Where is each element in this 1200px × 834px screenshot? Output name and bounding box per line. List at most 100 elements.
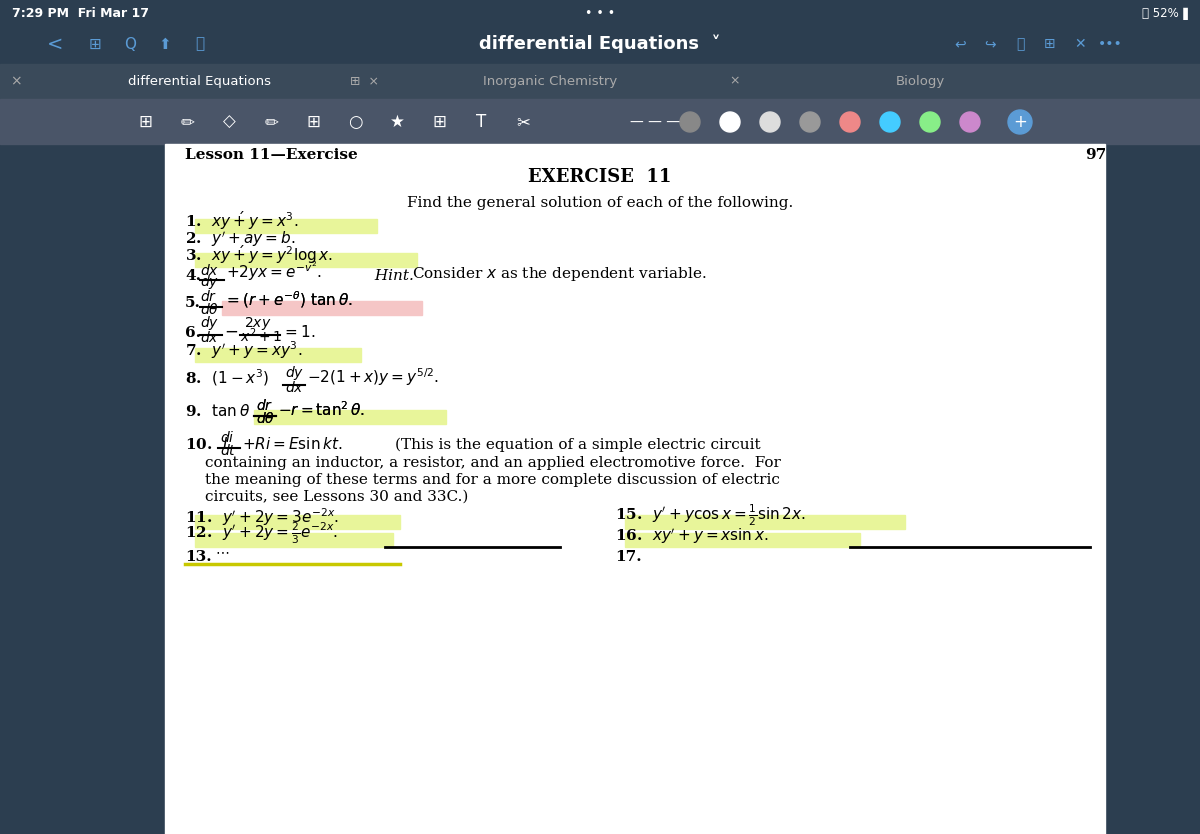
Text: Biology: Biology: [895, 74, 944, 88]
Text: differential Equations  ˅: differential Equations ˅: [479, 35, 721, 53]
Text: ×: ×: [730, 74, 740, 88]
Text: 16.  $xy' + y = x\sin x.$: 16. $xy' + y = x\sin x.$: [616, 526, 768, 546]
Text: $dr$: $dr$: [200, 289, 217, 304]
Text: ◇: ◇: [223, 113, 235, 131]
Text: $= (r + e^{-\theta})\ \tan\theta.$: $= (r + e^{-\theta})\ \tan\theta.$: [224, 289, 353, 310]
Text: ✏: ✏: [180, 113, 194, 131]
Text: 17.: 17.: [616, 550, 642, 564]
Text: 7:29 PM  Fri Mar 17: 7:29 PM Fri Mar 17: [12, 7, 149, 19]
Text: $dy$: $dy$: [200, 273, 220, 291]
Text: $d\theta$: $d\theta$: [256, 411, 275, 426]
Text: ✕: ✕: [1074, 37, 1086, 51]
Circle shape: [800, 112, 820, 132]
Text: 6.: 6.: [185, 326, 202, 340]
Text: Lesson 11—Exercise: Lesson 11—Exercise: [185, 148, 358, 162]
Text: ★: ★: [390, 113, 404, 131]
Text: $dr$: $dr$: [256, 398, 274, 413]
Text: $- r = \tan^2\theta.$: $- r = \tan^2\theta.$: [278, 400, 365, 419]
Text: ⊞: ⊞: [1044, 37, 1056, 51]
Bar: [625, 515, 905, 529]
Bar: [0, 24, 1200, 64]
Text: $d\theta$: $d\theta$: [200, 302, 220, 317]
Text: $dx$: $dx$: [286, 380, 304, 395]
Text: $+ 2yx = e^{-v^2}.$: $+ 2yx = e^{-v^2}.$: [226, 259, 322, 283]
Text: $- 2(1+x)y = y^{5/2}.$: $- 2(1+x)y = y^{5/2}.$: [307, 366, 439, 388]
Bar: [194, 533, 394, 547]
Text: 4.: 4.: [185, 269, 202, 283]
Bar: [194, 515, 400, 529]
Text: ⊞: ⊞: [432, 113, 446, 131]
Text: ⊞: ⊞: [306, 113, 320, 131]
Text: 97: 97: [1085, 148, 1106, 162]
Bar: [625, 533, 860, 547]
Text: $2xy$: $2xy$: [244, 315, 271, 332]
Text: $d\theta$: $d\theta$: [256, 411, 275, 426]
Text: Q: Q: [124, 37, 136, 52]
Text: 10.  $L$: 10. $L$: [185, 436, 232, 452]
Text: $di$: $di$: [220, 430, 234, 445]
Text: 2.  $y' + ay = b.$: 2. $y' + ay = b.$: [185, 229, 295, 249]
Text: $- r = \tan^2\theta.$: $- r = \tan^2\theta.$: [278, 400, 365, 419]
Bar: [0, 99, 1200, 144]
Text: 15.  $y' + y\cos x = \frac{1}{2}\sin 2x.$: 15. $y' + y\cos x = \frac{1}{2}\sin 2x.$: [616, 502, 806, 528]
Text: $= 1.$: $= 1.$: [282, 324, 316, 340]
Text: containing an inductor, a resistor, and an applied electromotive force.  For: containing an inductor, a resistor, and …: [205, 456, 781, 470]
Text: $dt$: $dt$: [220, 443, 236, 458]
Circle shape: [760, 112, 780, 132]
Text: • • •: • • •: [584, 7, 616, 19]
Circle shape: [1008, 110, 1032, 134]
Text: ᪲ 52%▐: ᪲ 52%▐: [1142, 7, 1188, 19]
Bar: [222, 301, 422, 315]
Bar: [254, 410, 446, 424]
Text: ⊞: ⊞: [138, 113, 152, 131]
Text: 🔖: 🔖: [1016, 37, 1024, 51]
Circle shape: [720, 112, 740, 132]
Bar: [0, 64, 1200, 99]
Text: 🎤: 🎤: [196, 37, 204, 52]
Circle shape: [680, 112, 700, 132]
Text: the meaning of these terms and for a more complete discussion of electric: the meaning of these terms and for a mor…: [205, 473, 780, 487]
Text: ⊞: ⊞: [89, 37, 101, 52]
Text: ✏: ✏: [264, 113, 278, 131]
Bar: [0, 0, 1200, 24]
Text: $dx$: $dx$: [200, 263, 220, 278]
Bar: [166, 144, 1105, 834]
Bar: [194, 253, 418, 267]
Text: 12.  $y' + 2y = \frac{2}{3}e^{-2x}.$: 12. $y' + 2y = \frac{2}{3}e^{-2x}.$: [185, 520, 338, 546]
Text: circuits, see Lessons 30 and 33C.): circuits, see Lessons 30 and 33C.): [205, 490, 468, 504]
Circle shape: [880, 112, 900, 132]
Text: $dy$: $dy$: [286, 364, 304, 382]
Circle shape: [920, 112, 940, 132]
Text: differential Equations: differential Equations: [128, 74, 271, 88]
Text: $dy$: $dy$: [200, 314, 220, 332]
Text: •••: •••: [1098, 37, 1122, 51]
Text: (This is the equation of a simple electric circuit: (This is the equation of a simple electr…: [395, 438, 761, 452]
Text: 3.  $xy\' + y = y^2 \log x.$: 3. $xy\' + y = y^2 \log x.$: [185, 243, 334, 266]
Text: ○: ○: [348, 113, 362, 131]
Text: ⊞  ×: ⊞ ×: [350, 74, 379, 88]
Text: ✂: ✂: [516, 113, 530, 131]
Bar: [194, 219, 377, 233]
Circle shape: [840, 112, 860, 132]
Text: 7.  $y' + y = xy^3.$: 7. $y' + y = xy^3.$: [185, 339, 302, 361]
Text: $\cdots$: $\cdots$: [215, 544, 229, 558]
Text: +: +: [1013, 113, 1027, 131]
Text: $-$: $-$: [224, 323, 238, 340]
Text: EXERCISE  11: EXERCISE 11: [528, 168, 672, 186]
Text: ×: ×: [10, 74, 22, 88]
Circle shape: [960, 112, 980, 132]
Text: 5.: 5.: [185, 296, 200, 310]
Text: T: T: [476, 113, 486, 131]
Text: $dx$: $dx$: [200, 330, 220, 345]
Text: 9.  $\tan\theta$: 9. $\tan\theta$: [185, 403, 250, 419]
Text: 8.  $(1-x^3)$: 8. $(1-x^3)$: [185, 367, 270, 388]
Text: $+ Ri = E\sin kt.$: $+ Ri = E\sin kt.$: [242, 436, 342, 452]
Text: $dr$: $dr$: [256, 398, 274, 413]
Text: ↪: ↪: [984, 37, 996, 51]
Text: — — —: — — —: [630, 115, 680, 129]
Text: 13.: 13.: [185, 550, 211, 564]
Text: Consider $x$ as the dependent variable.: Consider $x$ as the dependent variable.: [412, 265, 707, 283]
Text: Inorganic Chemistry: Inorganic Chemistry: [482, 74, 617, 88]
Text: $= (r + e^{-\theta})\ \tan\theta.$: $= (r + e^{-\theta})\ \tan\theta.$: [224, 289, 353, 310]
Text: <: <: [47, 34, 64, 53]
